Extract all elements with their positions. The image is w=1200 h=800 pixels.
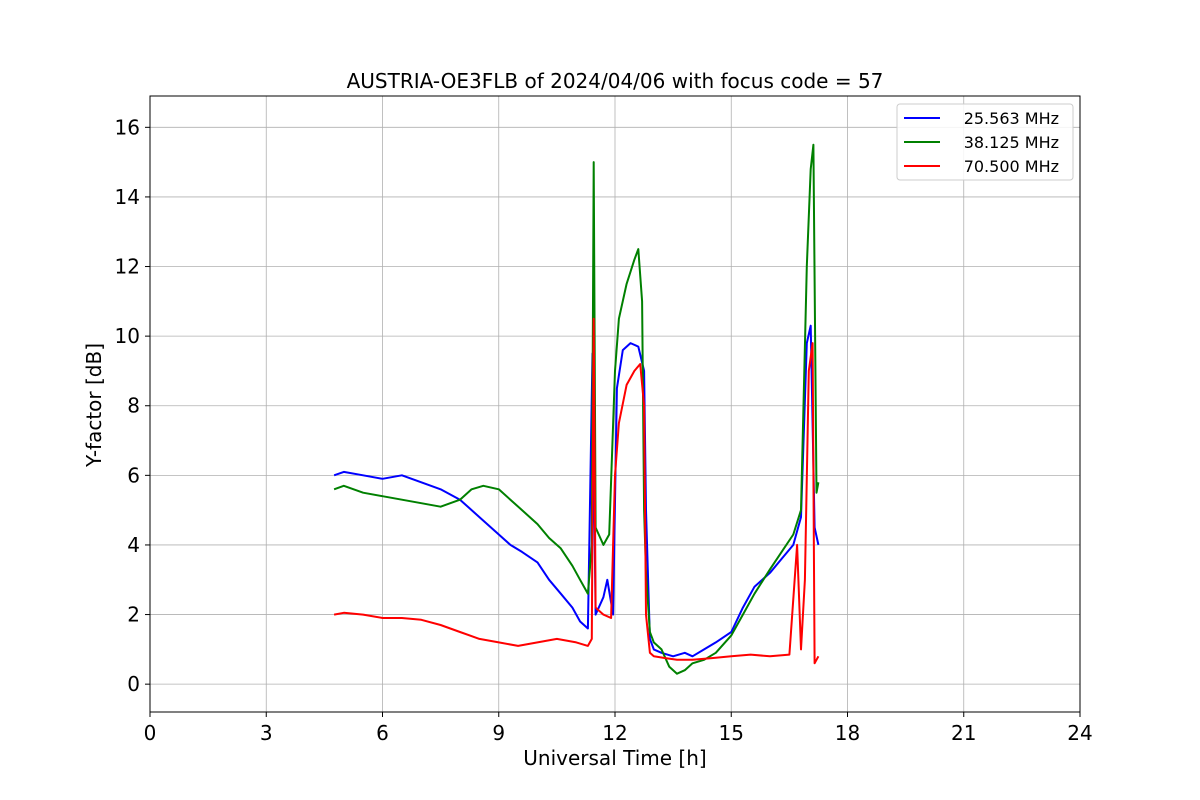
series-line-70-500-mhz	[333, 317, 820, 665]
y-tick-label: 6	[127, 463, 140, 487]
series-layer	[333, 143, 820, 675]
y-tick-label: 10	[115, 324, 140, 348]
x-tick-label: 21	[951, 721, 976, 745]
y-tick-label: 4	[127, 533, 140, 557]
y-tick-label: 16	[115, 115, 140, 139]
legend-label: 25.563 MHz	[964, 109, 1059, 128]
y-axis-label: Y-factor [dB]	[82, 343, 106, 468]
x-tick-label: 0	[144, 721, 157, 745]
series-line-25-563-mhz	[333, 324, 820, 658]
x-tick-label: 9	[492, 721, 505, 745]
y-tick-label: 0	[127, 672, 140, 696]
legend: 25.563 MHz 38.125 MHz 70.500 MHz	[896, 103, 1074, 181]
legend-label: 70.500 MHz	[964, 157, 1059, 176]
legend-label: 38.125 MHz	[964, 133, 1059, 152]
y-tick-label: 14	[115, 185, 140, 209]
legend-items: 25.563 MHz 38.125 MHz 70.500 MHz	[904, 109, 1059, 176]
x-axis-label: Universal Time [h]	[523, 746, 706, 770]
x-tick-label: 24	[1067, 721, 1092, 745]
legend-box	[896, 103, 1074, 181]
x-tick-label: 6	[376, 721, 389, 745]
x-tick-label: 3	[260, 721, 273, 745]
x-tick-label: 18	[835, 721, 860, 745]
x-tick-label: 15	[719, 721, 744, 745]
y-tick-label: 2	[127, 603, 140, 627]
grid-layer	[149, 96, 1081, 712]
x-tick-label: 12	[602, 721, 627, 745]
y-tick-label: 8	[127, 394, 140, 418]
series-line-38-125-mhz	[333, 143, 820, 675]
chart-title: AUSTRIA-OE3FLB of 2024/04/06 with focus …	[347, 69, 884, 93]
y-tick-label: 12	[115, 255, 140, 279]
